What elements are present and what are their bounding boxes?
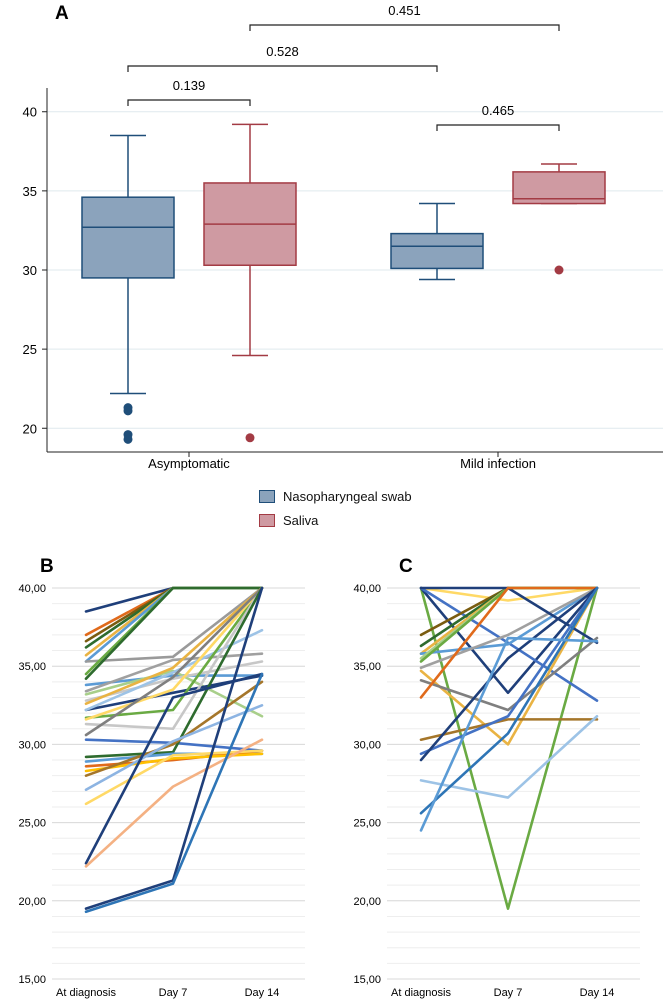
series-line	[419, 586, 599, 815]
legend-item-saliva: Saliva	[259, 508, 412, 532]
y-tick-label: 20,00	[353, 896, 381, 908]
p-value-label: 0.465	[482, 103, 515, 118]
box-iqr	[390, 232, 484, 270]
series-line	[419, 586, 599, 699]
legend-label-saliva: Saliva	[283, 512, 319, 528]
y-tick-label: 25,00	[18, 818, 46, 830]
box-iqr	[81, 196, 175, 279]
legend-item-nasopharyngeal: Nasopharyngeal swab	[259, 484, 412, 508]
series-line	[84, 586, 264, 663]
panel-b-label: B	[40, 556, 54, 577]
box-0-0	[81, 134, 175, 444]
y-tick-label: 15,00	[18, 974, 46, 986]
y-tick-label: 25	[23, 342, 37, 357]
series-line	[419, 586, 599, 762]
series-line	[419, 586, 599, 670]
legend-label-nasopharyngeal: Nasopharyngeal swab	[283, 488, 412, 504]
y-tick-label: 20	[23, 421, 37, 436]
y-tick-label: 30,00	[18, 739, 46, 751]
chart-b: B 15,00 20,00 25,00 30,00 35,00 40,00 At diagn…	[18, 556, 305, 999]
outlier-point	[123, 434, 133, 444]
x-tick-label: Mild infection	[460, 456, 536, 471]
series-line	[419, 636, 599, 832]
chart-c: C 15,00 20,00 25,00 30,00 35,00 40,00 At diagn…	[353, 556, 640, 999]
y-tick-label: 40	[23, 105, 37, 120]
x-tick-label: Day 14	[245, 987, 280, 999]
chart-legend: Nasopharyngeal swab Saliva	[259, 484, 412, 532]
series-line	[84, 672, 264, 914]
series-line	[84, 586, 264, 706]
y-tick-label: 25,00	[353, 818, 381, 830]
legend-swatch-nasopharyngeal	[259, 489, 275, 503]
y-tick-label: 40,00	[18, 583, 46, 595]
series-line	[84, 586, 264, 759]
x-tick-label: Day 14	[580, 987, 615, 999]
p-value-label: 0.528	[266, 44, 299, 59]
series-line	[419, 636, 599, 712]
x-tick-label: Day 7	[494, 987, 523, 999]
series-line	[419, 586, 599, 602]
outlier-point	[245, 433, 255, 443]
significance-bracket	[127, 65, 438, 72]
box-1-1	[512, 163, 606, 275]
y-tick-label: 30,00	[353, 739, 381, 751]
p-value-label: 0.139	[173, 78, 206, 93]
series-line	[419, 586, 599, 702]
box-1-0	[203, 123, 297, 443]
y-tick-label: 35,00	[353, 661, 381, 673]
significance-bracket	[436, 124, 560, 131]
y-tick-label: 15,00	[353, 974, 381, 986]
series-line	[419, 718, 599, 742]
series-line	[84, 586, 264, 681]
series-line	[84, 652, 264, 693]
x-tick-label: At diagnosis	[391, 987, 451, 999]
panel-a-label: A	[55, 3, 69, 24]
series-line	[84, 704, 264, 792]
y-tick-label: 35	[23, 184, 37, 199]
outlier-point	[554, 265, 564, 275]
series-line	[84, 586, 264, 731]
x-tick-label: Day 7	[159, 987, 188, 999]
significance-bracket	[249, 24, 560, 31]
series-line	[84, 680, 264, 777]
panel-c-label: C	[399, 556, 413, 577]
series-line	[419, 586, 599, 655]
y-tick-label: 30	[23, 263, 37, 278]
legend-swatch-saliva	[259, 513, 275, 527]
series-line	[84, 738, 264, 868]
series-line	[419, 586, 599, 660]
x-tick-label: Asymptomatic	[148, 456, 230, 471]
y-tick-label: 40,00	[353, 583, 381, 595]
y-tick-label: 20,00	[18, 896, 46, 908]
y-tick-label: 35,00	[18, 661, 46, 673]
box-0-1	[390, 202, 484, 281]
series-line	[84, 749, 264, 806]
chart-a: A 20 25 30 35 40 Asymptomatic Mild infection 0…	[23, 3, 663, 471]
series-line	[419, 586, 599, 756]
series-line	[84, 586, 264, 737]
series-line	[419, 586, 599, 695]
outlier-point	[123, 406, 133, 416]
series-line	[84, 586, 264, 721]
significance-bracket	[127, 99, 251, 106]
series-line	[84, 660, 264, 702]
p-value-label: 0.451	[388, 3, 421, 18]
x-tick-label: At diagnosis	[56, 987, 116, 999]
